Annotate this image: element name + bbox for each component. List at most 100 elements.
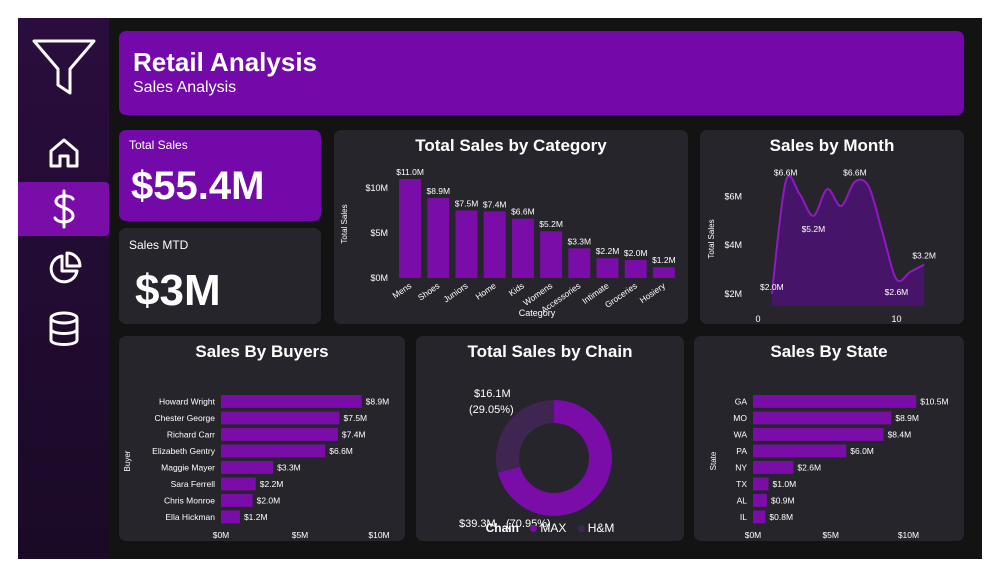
- data-label: $1.2M: [244, 512, 268, 522]
- slice-label-value: $16.1M: [474, 388, 511, 400]
- data-label: $2.6M: [797, 462, 821, 472]
- x-tick-label: Shoes: [416, 280, 441, 302]
- data-label: $7.4M: [483, 199, 507, 209]
- filter-button[interactable]: [18, 34, 109, 100]
- y-axis-title: Total Sales: [340, 204, 349, 243]
- category-label: TX: [736, 479, 747, 489]
- x-tick-label: Groceries: [603, 280, 639, 309]
- legend-hm-label[interactable]: H&M: [587, 521, 615, 535]
- category-chart-card[interactable]: Total Sales by Category $0M $5M $10M Total …: [334, 130, 688, 324]
- bar[interactable]: [753, 494, 767, 507]
- bar[interactable]: [399, 179, 422, 278]
- category-label: Chester George: [155, 413, 216, 423]
- pie-chart-icon: [49, 251, 81, 284]
- donut-slice[interactable]: [497, 400, 612, 516]
- x-tick-label: $10M: [368, 530, 389, 540]
- bar[interactable]: [753, 444, 847, 458]
- bar[interactable]: [511, 218, 534, 278]
- bar[interactable]: [455, 210, 478, 279]
- bar[interactable]: [427, 197, 450, 278]
- area-fill: [771, 175, 925, 306]
- category-chart: $0M $5M $10M Total Sales Category $11.0M Mens $…: [340, 167, 676, 318]
- category-label: IL: [740, 512, 747, 522]
- report-subtitle: Sales Analysis: [133, 79, 237, 96]
- chain-legend: Chain MAX H&M: [416, 521, 684, 535]
- total-sales-card[interactable]: Total Sales $55.4M: [119, 130, 321, 221]
- bar[interactable]: [568, 248, 591, 278]
- nav-sales[interactable]: [18, 182, 109, 236]
- bar[interactable]: [753, 428, 884, 441]
- chain-legend-title: Chain: [485, 521, 519, 535]
- bar[interactable]: [221, 411, 340, 425]
- bar[interactable]: [221, 428, 338, 441]
- month-chart-title: Sales by Month: [769, 136, 895, 155]
- x-tick-label: $0M: [745, 530, 762, 540]
- data-label: $3.3M: [567, 236, 591, 246]
- chain-chart: $16.1M (29.05%) $39.3M (70.95%): [459, 388, 612, 530]
- buyers-chart: Howard Wright $8.9M Chester George $7.5M Ric…: [123, 395, 390, 540]
- y-tick-label: $0M: [370, 273, 388, 283]
- bar[interactable]: [753, 461, 794, 474]
- slice-label-pct: (70.95%): [506, 518, 551, 530]
- bar[interactable]: [221, 477, 256, 491]
- state-chart-title: Sales By State: [770, 342, 888, 361]
- data-label: $8.9M: [895, 413, 919, 423]
- x-tick-label: Hosiery: [638, 280, 668, 305]
- y-axis-title: Total Sales: [707, 219, 716, 258]
- data-label: $2.2M: [260, 479, 284, 489]
- legend-max-label[interactable]: MAX: [540, 521, 567, 535]
- sales-mtd-card[interactable]: Sales MTD $3M: [119, 228, 321, 324]
- bar[interactable]: [221, 510, 240, 524]
- dollar-icon: [53, 189, 75, 229]
- filter-icon: [32, 39, 95, 95]
- donut-slice[interactable]: [496, 400, 554, 473]
- nav-data[interactable]: [18, 302, 109, 356]
- report-title: Retail Analysis: [133, 47, 318, 77]
- category-label: Ella Hickman: [165, 512, 215, 522]
- bar[interactable]: [221, 444, 326, 458]
- y-tick-label: $6M: [724, 191, 742, 201]
- bar[interactable]: [652, 267, 675, 278]
- data-label: $2.0M: [257, 495, 281, 505]
- nav-home[interactable]: [18, 126, 109, 180]
- bar[interactable]: [221, 461, 274, 474]
- bar[interactable]: [753, 477, 769, 491]
- chain-chart-card[interactable]: Total Sales by Chain $16.1M (29.05%) $39.3…: [416, 336, 684, 541]
- bar[interactable]: [221, 395, 362, 408]
- category-label: PA: [736, 446, 747, 456]
- x-tick-label: $5M: [822, 530, 839, 540]
- state-chart: GA $10.5M MO $8.9M WA $8.4M PA $6.0M NY $2.6M TX $1…: [709, 395, 949, 540]
- data-label: $10.5M: [920, 396, 948, 406]
- y-tick-label: $2M: [724, 289, 742, 299]
- nav-reports[interactable]: [18, 242, 109, 296]
- category-label: AL: [737, 495, 748, 505]
- category-label: Elizabeth Gentry: [152, 446, 216, 456]
- report-canvas: Retail Analysis Sales Analysis Total Sal…: [18, 18, 982, 559]
- bar[interactable]: [753, 395, 917, 408]
- data-label: $2.6M: [885, 287, 909, 297]
- bar[interactable]: [540, 231, 563, 278]
- sidebar: [18, 18, 109, 559]
- data-label: $8.4M: [888, 429, 912, 439]
- bar[interactable]: [624, 260, 647, 278]
- bar[interactable]: [753, 411, 892, 425]
- bar[interactable]: [753, 510, 766, 524]
- state-chart-card[interactable]: Sales By State GA $10.5M MO $8.9M WA $8.4M PA $…: [694, 336, 964, 541]
- category-label: WA: [734, 429, 748, 439]
- bar[interactable]: [483, 211, 506, 278]
- total-sales-value: $55.4M: [131, 164, 265, 208]
- bar[interactable]: [221, 494, 253, 507]
- sales-mtd-label: Sales MTD: [129, 238, 189, 252]
- legend-hm-swatch: [577, 525, 585, 532]
- x-tick-label: Kids: [507, 280, 526, 298]
- buyers-chart-card[interactable]: Sales By Buyers Howard Wright $8.9M Cheste…: [119, 336, 405, 541]
- data-label: $5.2M: [802, 224, 826, 234]
- y-axis-title: Buyer: [123, 450, 132, 471]
- bar[interactable]: [596, 258, 619, 278]
- y-axis-title: State: [709, 451, 718, 470]
- sales-mtd-value: $3M: [135, 266, 221, 315]
- category-label: GA: [735, 396, 748, 406]
- data-label: $2.0M: [624, 248, 648, 258]
